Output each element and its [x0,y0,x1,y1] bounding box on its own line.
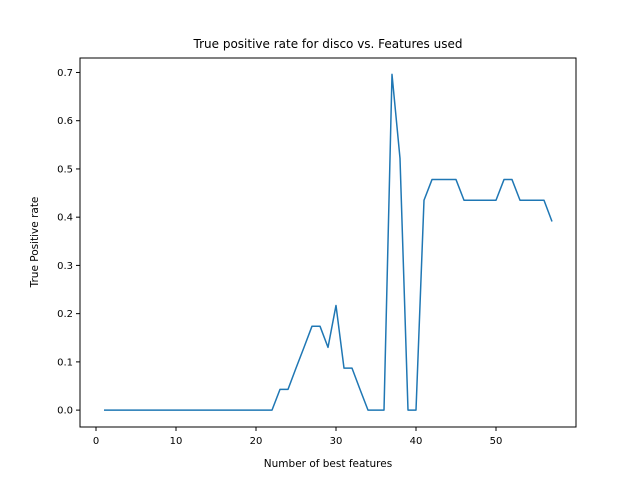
x-tick-label: 40 [410,436,423,447]
x-tick-label: 50 [490,436,503,447]
y-axis-label: True Positive rate [29,197,41,289]
y-tick-label: 0.1 [57,357,73,368]
x-tick-label: 20 [250,436,263,447]
x-tick-label: 0 [93,436,99,447]
axes-frame [79,57,577,428]
x-tick-label: 30 [330,436,343,447]
y-axis: 0.0 0.1 0.2 0.3 0.4 0.5 0.6 0.7 [57,68,80,417]
y-tick-label: 0.7 [57,68,73,79]
y-tick-label: 0.6 [57,116,73,127]
x-axis: 0 10 20 30 40 50 [93,427,503,447]
x-tick-label: 10 [170,436,183,447]
x-axis-label: Number of best features [264,458,392,470]
chart-title: True positive rate for disco vs. Feature… [193,37,463,51]
y-tick-label: 0.3 [57,261,73,272]
y-tick-label: 0.5 [57,164,73,175]
y-tick-label: 0.0 [57,406,73,417]
y-tick-label: 0.2 [57,309,73,320]
plot-area [104,73,553,411]
y-tick-label: 0.4 [57,213,73,224]
series-line [104,73,553,411]
